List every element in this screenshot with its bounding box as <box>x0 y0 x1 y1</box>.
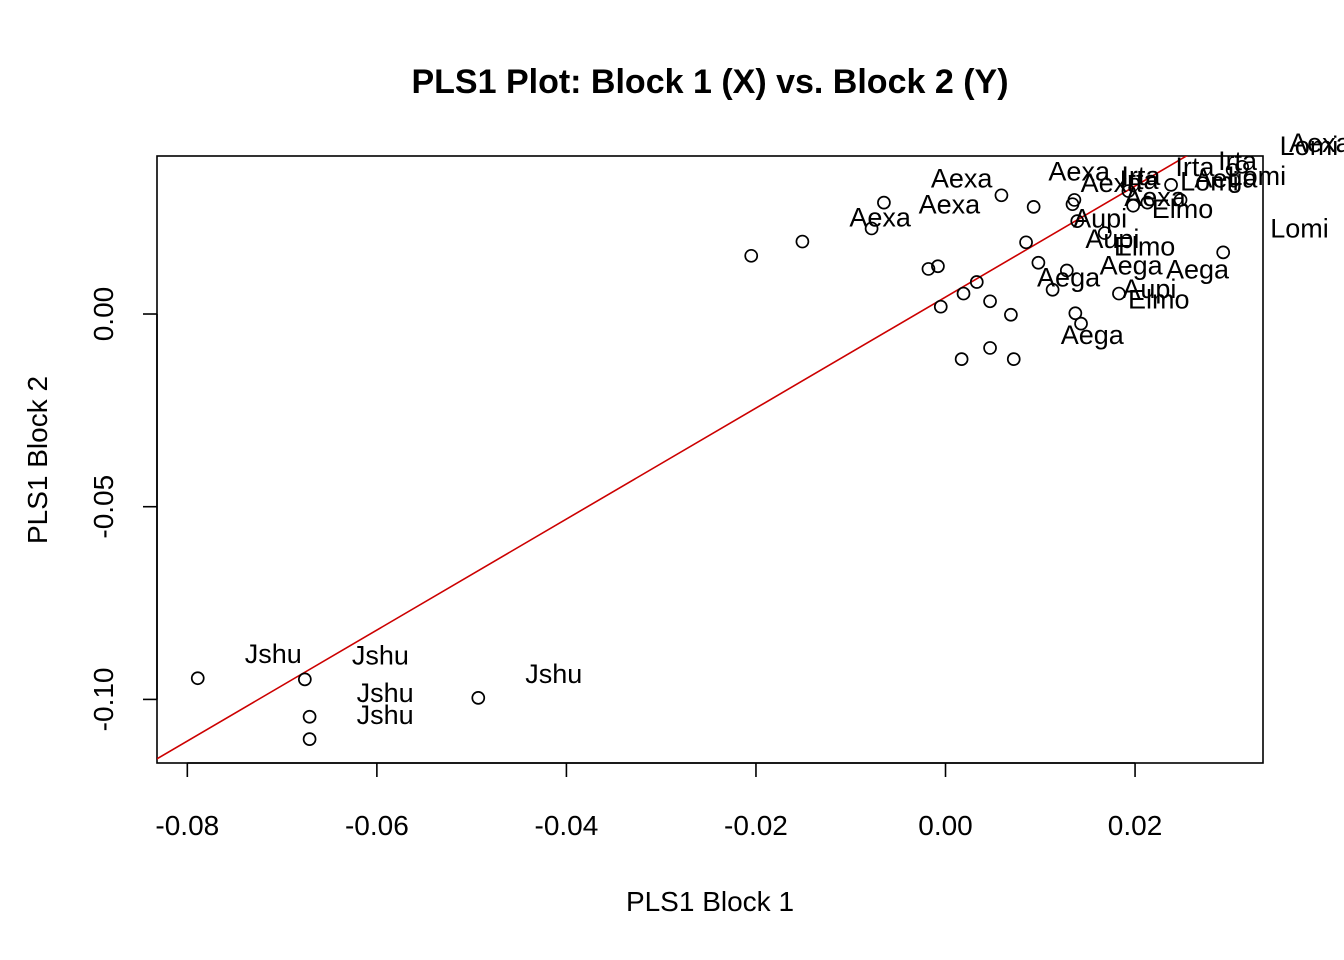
point-label: Jshu <box>352 640 409 670</box>
data-point <box>302 732 317 746</box>
point-label: Lomi <box>1180 167 1239 197</box>
data-point <box>1112 286 1126 301</box>
data-point <box>744 248 759 263</box>
data-point <box>983 294 997 309</box>
data-point <box>1067 193 1082 207</box>
data-point <box>933 299 948 314</box>
y-axis-label: PLS1 Block 2 <box>22 376 53 544</box>
x-tick-label: -0.08 <box>155 810 219 841</box>
data-point <box>983 341 997 355</box>
data-point <box>864 221 879 236</box>
data-point <box>1235 159 1249 174</box>
data-point <box>1173 193 1188 207</box>
x-axis-label: PLS1 Block 1 <box>626 886 794 917</box>
point-label: Aega <box>1037 262 1101 292</box>
point-label: Aupi <box>1073 203 1127 233</box>
data-point <box>795 234 810 249</box>
data-point <box>1059 263 1074 278</box>
x-tick-label: -0.06 <box>345 810 409 841</box>
point-label: Irta <box>1121 161 1161 191</box>
data-point <box>1045 282 1060 297</box>
data-point <box>1031 255 1046 270</box>
point-label: Aega <box>1100 251 1164 281</box>
point-label: Aexa <box>919 189 982 219</box>
x-tick-label: 0.00 <box>918 810 973 841</box>
data-point <box>1068 306 1083 321</box>
x-axis: -0.08 -0.06 -0.04 -0.02 0.00 0.02 <box>155 762 1163 841</box>
y-axis: -0.10 -0.05 0.00 <box>88 287 158 731</box>
point-label: Jshu <box>357 678 414 708</box>
point-label: Lomi <box>1270 213 1329 243</box>
data-point <box>969 275 984 289</box>
data-point <box>1126 198 1141 213</box>
point-label: Jshu <box>357 700 414 730</box>
point-label: Irta <box>1175 152 1215 182</box>
data-point <box>1140 195 1155 210</box>
data-point <box>1121 184 1136 198</box>
regression-line <box>157 156 1188 760</box>
point-label: Aexa <box>1048 156 1111 186</box>
point-label: Aega <box>1061 320 1125 350</box>
data-point <box>190 671 205 686</box>
point-label: Jshu <box>245 639 302 669</box>
point-label: Elmo <box>1128 285 1190 315</box>
point-label: Aexa <box>1289 128 1344 158</box>
data-point <box>877 195 891 210</box>
data-point <box>956 286 971 301</box>
data-point <box>921 262 936 276</box>
y-tick-label: -0.10 <box>88 667 119 731</box>
data-point <box>1216 245 1231 260</box>
x-tick-label: 0.02 <box>1108 810 1163 841</box>
point-label: Elmo <box>1114 231 1176 261</box>
data-point <box>297 672 312 687</box>
data-point <box>1006 352 1021 366</box>
point-label: Jshu <box>525 659 582 689</box>
data-point <box>994 188 1009 203</box>
point-label: Elmo <box>1152 194 1214 224</box>
x-tick-label: -0.02 <box>724 810 788 841</box>
point-label: Lomi <box>1280 131 1339 161</box>
point-label: Irta <box>1218 146 1258 176</box>
data-point <box>471 691 486 705</box>
data-point <box>302 709 317 724</box>
data-point <box>1074 316 1088 331</box>
point-label: Aupi <box>1122 274 1176 304</box>
data-point <box>1004 307 1018 322</box>
point-label: Aexa <box>1124 182 1187 212</box>
data-point <box>931 259 945 274</box>
point-label: Aega <box>1166 255 1230 285</box>
point-label: Aexa <box>1081 168 1144 198</box>
point-label: Aega <box>1194 164 1258 194</box>
point-label: Irta <box>1120 165 1160 195</box>
data-point <box>1097 226 1112 240</box>
data-point <box>1164 178 1178 192</box>
data-point <box>1070 214 1085 228</box>
point-label: Aexa <box>849 203 912 233</box>
data-points <box>190 159 1249 746</box>
x-tick-label: -0.04 <box>535 810 599 841</box>
data-point <box>1026 200 1041 214</box>
point-label: Lomi <box>1228 161 1287 191</box>
chart-title: PLS1 Plot: Block 1 (X) vs. Block 2 (Y) <box>411 63 1008 101</box>
y-tick-label: -0.05 <box>88 475 119 539</box>
y-tick-label: 0.00 <box>88 287 119 342</box>
data-point <box>954 352 969 366</box>
data-point <box>1019 235 1033 250</box>
point-label: Aexa <box>931 164 994 194</box>
point-label: Aupi <box>1085 224 1139 254</box>
data-point <box>1225 163 1240 177</box>
